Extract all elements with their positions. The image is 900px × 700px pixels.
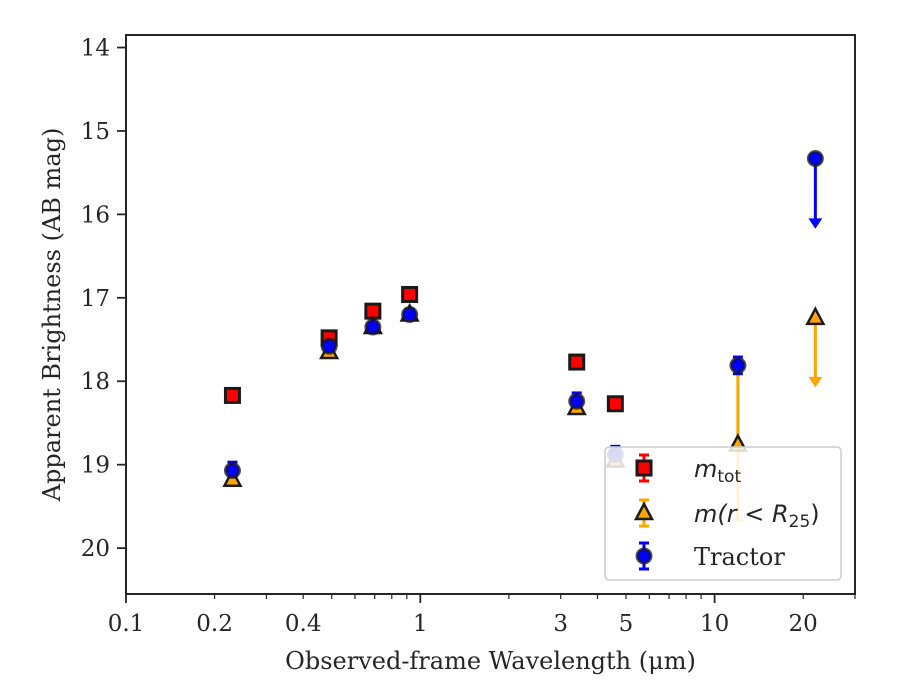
x-tick-label: 3 (553, 611, 568, 637)
legend-label: mtot (694, 455, 741, 487)
triangle-point (805, 306, 826, 326)
square-point (606, 395, 624, 413)
circle-point (223, 462, 241, 480)
x-tick-label: 5 (619, 611, 634, 637)
legend-triangle-marker (633, 501, 655, 521)
y-tick-label: 14 (81, 36, 110, 62)
y-axis-title: Apparent Brightness (AB mag) (38, 128, 66, 503)
y-tick-label: 16 (81, 202, 110, 228)
y-tick-label: 19 (81, 453, 110, 479)
circle-point (364, 318, 382, 336)
legend-label: Tractor (694, 543, 785, 571)
legend-circle-marker (635, 547, 653, 565)
y-tick-label: 15 (81, 119, 110, 145)
legend-box (604, 446, 842, 581)
y-tick-label: 18 (81, 369, 110, 395)
y-tick-label: 17 (81, 286, 110, 312)
plot-frame (125, 34, 856, 595)
upper-limit-arrowhead (808, 218, 823, 229)
y-axis-ticks: 14 15 16 17 18 19 20 (81, 36, 126, 562)
y-tick-label: 20 (81, 536, 110, 562)
circle-point (401, 306, 419, 323)
circle-point (320, 337, 338, 355)
x-tick-label: 1 (413, 611, 428, 637)
x-tick-label: 0.2 (196, 611, 233, 637)
x-tick-label: 0.4 (285, 611, 322, 637)
x-tick-label: 10 (700, 611, 729, 637)
legend: mtot m(r < R25) Tractor (604, 446, 842, 581)
circle-point (729, 356, 747, 374)
square-point (223, 386, 241, 404)
legend-label: m(r < R25) (694, 500, 820, 532)
x-tick-label: 0.1 (108, 611, 145, 637)
legend-square-marker (635, 459, 653, 477)
x-axis-title: Observed-frame Wavelength (μm) (285, 647, 696, 675)
circle-point (806, 149, 824, 167)
circle-point (568, 392, 586, 410)
x-tick-label: 20 (789, 611, 818, 637)
square-point (401, 285, 419, 303)
upper-limit-arrowhead (808, 376, 823, 388)
square-point (568, 353, 586, 371)
x-axis-ticks: 0.1 0.2 0.4 1 3 5 10 20 (108, 594, 856, 637)
